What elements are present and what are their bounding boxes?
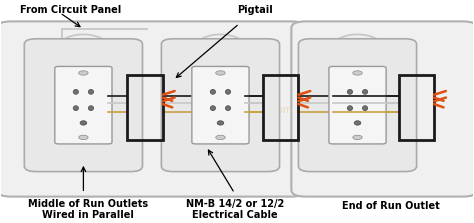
Ellipse shape <box>347 89 353 94</box>
Text: NM-B 14/2 or 12/2
Electrical Cable: NM-B 14/2 or 12/2 Electrical Cable <box>185 199 284 221</box>
FancyBboxPatch shape <box>55 66 112 144</box>
FancyBboxPatch shape <box>24 39 143 171</box>
Ellipse shape <box>210 89 216 94</box>
Ellipse shape <box>73 106 78 111</box>
Text: © HandymanHow.com: © HandymanHow.com <box>182 105 292 115</box>
FancyBboxPatch shape <box>299 39 417 171</box>
FancyBboxPatch shape <box>329 66 386 144</box>
Ellipse shape <box>88 89 93 94</box>
Text: Pigtail: Pigtail <box>237 6 273 15</box>
Ellipse shape <box>226 106 231 111</box>
Circle shape <box>79 135 88 140</box>
Text: From Circuit Panel: From Circuit Panel <box>19 6 121 15</box>
Ellipse shape <box>226 89 231 94</box>
Ellipse shape <box>88 106 93 111</box>
Circle shape <box>353 71 362 75</box>
Text: Middle of Run Outlets
Wired in Parallel: Middle of Run Outlets Wired in Parallel <box>28 199 148 221</box>
Ellipse shape <box>80 121 87 125</box>
Bar <box>128 75 163 140</box>
Text: End of Run Outlet: End of Run Outlet <box>342 201 439 211</box>
Bar <box>263 75 299 140</box>
Circle shape <box>216 71 225 75</box>
FancyBboxPatch shape <box>161 39 280 171</box>
Bar <box>399 75 434 140</box>
FancyBboxPatch shape <box>292 21 474 197</box>
Ellipse shape <box>354 121 361 125</box>
Ellipse shape <box>210 106 216 111</box>
Ellipse shape <box>73 89 78 94</box>
Ellipse shape <box>347 106 353 111</box>
Ellipse shape <box>363 89 368 94</box>
Circle shape <box>79 71 88 75</box>
Circle shape <box>216 135 225 140</box>
FancyBboxPatch shape <box>0 21 306 197</box>
Circle shape <box>353 135 362 140</box>
Ellipse shape <box>363 106 368 111</box>
FancyBboxPatch shape <box>192 66 249 144</box>
Ellipse shape <box>217 121 224 125</box>
